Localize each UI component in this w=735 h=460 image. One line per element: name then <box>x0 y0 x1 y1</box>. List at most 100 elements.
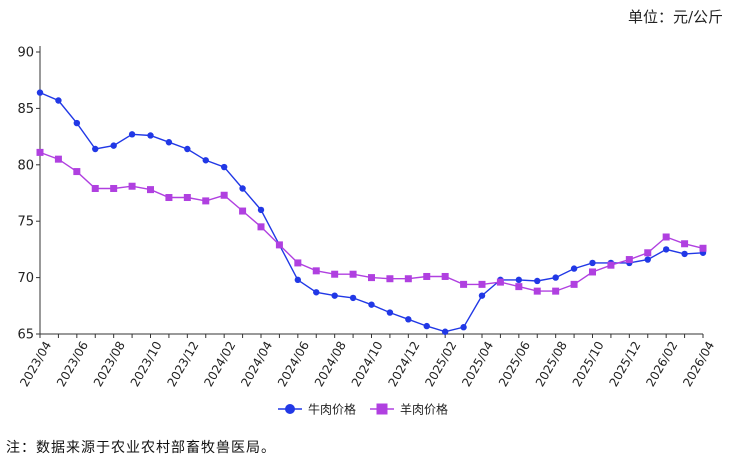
data-point <box>570 280 578 288</box>
data-point <box>404 275 412 283</box>
data-point <box>110 184 118 192</box>
data-point <box>386 309 394 316</box>
data-point <box>368 301 375 308</box>
x-tick-label: 2023/06 <box>54 339 91 389</box>
data-point <box>552 274 559 281</box>
x-tick-label: 2023/10 <box>128 339 165 389</box>
data-point <box>128 131 136 138</box>
data-point <box>202 197 210 205</box>
data-point <box>460 324 467 331</box>
x-tick-label: 2023/08 <box>91 339 128 389</box>
data-point <box>423 272 431 280</box>
data-point <box>184 145 191 153</box>
data-point <box>496 278 504 286</box>
data-point <box>534 277 541 285</box>
data-point <box>349 294 357 302</box>
data-point <box>644 256 651 263</box>
data-point <box>515 276 523 284</box>
data-point <box>239 185 246 192</box>
legend-item-1[interactable]: 牛肉价格 <box>278 402 356 417</box>
legend-label: 牛肉价格 <box>308 402 356 417</box>
data-point <box>312 267 320 275</box>
data-point <box>589 268 596 276</box>
data-point <box>147 186 154 194</box>
data-point <box>423 322 430 330</box>
legend-label: 羊肉价格 <box>400 402 448 417</box>
x-tick-label: 2025/08 <box>533 339 570 389</box>
data-point <box>36 89 44 96</box>
data-point <box>681 250 688 258</box>
x-tick-label: 2025/02 <box>422 339 459 389</box>
data-point <box>220 163 228 171</box>
data-point <box>275 241 283 249</box>
unit-label: 单位：元/公斤 <box>627 8 723 26</box>
x-tick-label: 2025/04 <box>459 339 496 389</box>
x-tick-label: 2024/12 <box>385 339 422 389</box>
source-note: 注：数据来源于农业农村部畜牧兽医局。 <box>6 440 276 456</box>
x-tick-label: 2024/08 <box>312 339 349 389</box>
x-tick-label: 2024/06 <box>275 339 312 389</box>
data-point <box>441 328 449 335</box>
data-point <box>147 132 154 139</box>
x-tick-label: 2024/04 <box>238 339 275 389</box>
x-tick-label: 2025/06 <box>496 339 533 389</box>
data-point <box>165 139 173 146</box>
x-ticks: 2023/04 2023/06 2023/08 2023/10 2023/12 2024/… <box>17 334 717 389</box>
data-point <box>331 270 339 278</box>
data-point <box>202 157 209 164</box>
data-point <box>478 280 486 288</box>
data-point <box>515 283 523 291</box>
axes <box>39 46 703 335</box>
data-point <box>533 287 541 295</box>
x-tick-label: 2024/02 <box>201 339 238 389</box>
x-tick-label: 2023/12 <box>164 339 201 389</box>
x-tick-label: 2024/10 <box>349 339 386 389</box>
data-point <box>91 184 99 192</box>
y-tick-label: 90 <box>17 46 34 61</box>
data-point <box>478 292 486 299</box>
data-point <box>239 207 247 215</box>
data-point <box>183 194 191 202</box>
data-point <box>368 274 375 282</box>
data-point <box>73 119 81 127</box>
y-tick-label: 80 <box>17 158 34 173</box>
y-tick-label: 75 <box>17 215 34 230</box>
data-point <box>699 244 707 252</box>
legend-item-2[interactable]: 羊肉价格 <box>370 402 448 417</box>
series-line <box>39 91 704 333</box>
series-2 <box>36 148 707 295</box>
x-tick-label: 2026/04 <box>680 339 717 389</box>
data-point <box>681 240 689 248</box>
data-point <box>257 223 265 231</box>
y-tick-label: 65 <box>17 328 34 343</box>
data-point <box>570 265 578 272</box>
x-tick-label: 2023/04 <box>17 339 54 389</box>
data-point <box>165 194 173 202</box>
x-tick-label: 2026/02 <box>643 339 680 389</box>
data-point <box>349 270 357 278</box>
series-1 <box>36 89 707 335</box>
data-point <box>552 287 560 295</box>
data-point <box>386 275 394 283</box>
data-point <box>257 206 265 214</box>
y-ticks: 65 70 75 80 85 90 <box>17 46 40 343</box>
data-point <box>36 148 44 156</box>
data-point <box>644 249 652 257</box>
data-point <box>128 182 136 190</box>
data-point <box>54 155 62 163</box>
series-line <box>39 151 704 292</box>
data-point <box>441 272 449 280</box>
data-point <box>625 256 633 264</box>
data-point <box>110 142 117 149</box>
data-point <box>662 233 670 241</box>
series-lines <box>36 89 707 335</box>
legend-square-marker <box>376 403 388 415</box>
data-point <box>607 261 615 269</box>
data-point <box>294 276 302 284</box>
y-tick-label: 70 <box>17 271 34 286</box>
data-point <box>73 168 81 176</box>
legend[interactable]: 牛肉价格 羊肉价格 <box>278 402 448 417</box>
data-point <box>92 145 99 153</box>
data-point <box>55 97 62 104</box>
data-point <box>220 191 228 199</box>
